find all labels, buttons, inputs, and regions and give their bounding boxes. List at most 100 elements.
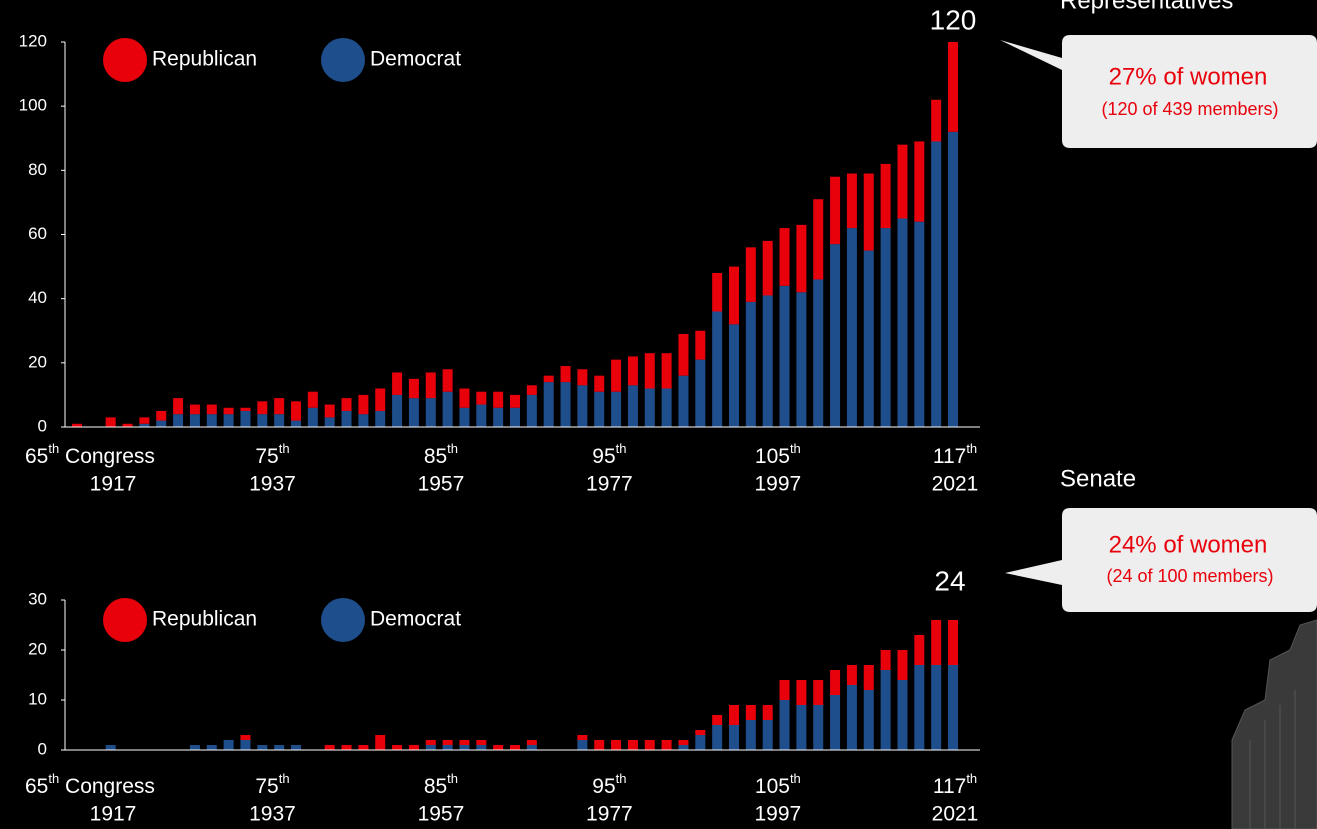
x-tick-label: 95th bbox=[592, 771, 626, 797]
x-tick-label: 117th bbox=[933, 771, 977, 797]
bar-segment bbox=[408, 398, 419, 427]
bar-segment bbox=[493, 391, 504, 408]
bar-segment bbox=[291, 401, 301, 421]
bar-segment bbox=[476, 404, 487, 427]
bar-segment bbox=[830, 176, 841, 245]
bar-segment bbox=[476, 391, 487, 405]
bar-segment bbox=[948, 620, 958, 665]
bar-segment bbox=[526, 745, 537, 750]
bar-segment bbox=[813, 680, 824, 705]
bar-segment bbox=[493, 745, 504, 750]
bar-segment bbox=[863, 690, 874, 750]
x-year-label: 1957 bbox=[418, 803, 465, 826]
bar-segment bbox=[880, 163, 891, 229]
bar-segment bbox=[240, 735, 251, 740]
bar-segment bbox=[510, 407, 520, 427]
bar-segment bbox=[948, 131, 958, 428]
bar-segment bbox=[931, 141, 942, 428]
bar-segment bbox=[189, 414, 200, 427]
y-tick-label: 0 bbox=[38, 739, 47, 758]
x-year-label: 1957 bbox=[418, 473, 465, 496]
legend-label: Republican bbox=[152, 48, 257, 71]
value-annotation: 120 bbox=[930, 4, 977, 35]
x-tick-label: 65th Congress bbox=[25, 441, 155, 467]
x-tick-label: 105th bbox=[755, 441, 801, 467]
bar-segment bbox=[695, 359, 706, 427]
x-tick-label: 85th bbox=[424, 771, 458, 797]
bar-segment bbox=[846, 228, 857, 427]
x-tick-label: 65th Congress bbox=[25, 771, 155, 797]
bar-segment bbox=[796, 292, 807, 427]
bar-segment bbox=[695, 330, 706, 360]
x-year-label: 2021 bbox=[932, 473, 979, 496]
bar-segment bbox=[813, 199, 824, 280]
bar-segment bbox=[392, 372, 403, 395]
bar-segment bbox=[779, 228, 790, 286]
bar-segment bbox=[779, 680, 790, 700]
bar-segment bbox=[425, 745, 436, 750]
bar-segment bbox=[712, 725, 723, 750]
bar-segment bbox=[510, 745, 520, 750]
x-year-label: 1977 bbox=[586, 473, 633, 496]
bar-segment bbox=[846, 685, 857, 750]
callout-note: (120 of 439 members) bbox=[1101, 99, 1278, 119]
bar-segment bbox=[442, 391, 453, 427]
bar-segment bbox=[577, 735, 588, 740]
x-year-label: 1977 bbox=[586, 803, 633, 826]
bar-segment bbox=[408, 745, 419, 750]
bar-segment bbox=[863, 665, 874, 690]
bar-segment bbox=[678, 745, 689, 750]
callout-note: (24 of 100 members) bbox=[1106, 566, 1273, 586]
bar-segment bbox=[661, 353, 672, 389]
value-annotation: 24 bbox=[934, 565, 965, 596]
bar-segment bbox=[392, 745, 403, 750]
bar-segment bbox=[139, 423, 150, 427]
bar-segment bbox=[594, 391, 605, 427]
bar-segment bbox=[729, 705, 739, 725]
bar-segment bbox=[762, 240, 773, 296]
bar-segment bbox=[863, 173, 874, 251]
bar-segment bbox=[442, 740, 453, 745]
bar-segment bbox=[189, 745, 200, 750]
bar-segment bbox=[459, 407, 470, 427]
panel-title: Representatives bbox=[1060, 0, 1233, 14]
bar-segment bbox=[173, 398, 184, 415]
bar-segment bbox=[577, 740, 588, 750]
bar-segment bbox=[846, 665, 857, 685]
y-tick-label: 40 bbox=[28, 288, 47, 307]
y-tick-label: 20 bbox=[28, 639, 47, 658]
bar-segment bbox=[459, 745, 470, 750]
capitol bbox=[1231, 619, 1317, 829]
bar-segment bbox=[880, 228, 891, 427]
bar-segment bbox=[341, 745, 352, 750]
bar-segment bbox=[257, 414, 268, 427]
bar-segment bbox=[830, 670, 841, 695]
panel-title: Senate bbox=[1060, 465, 1136, 492]
bar-segment bbox=[173, 414, 184, 427]
legend-label: Republican bbox=[152, 608, 257, 631]
bar-segment bbox=[796, 224, 807, 293]
bar-segment bbox=[880, 670, 891, 750]
x-year-label: 1997 bbox=[754, 803, 801, 826]
bar-segment bbox=[240, 740, 251, 750]
bar-segment bbox=[729, 266, 739, 325]
bar-segment bbox=[948, 665, 958, 750]
bar-segment bbox=[408, 378, 419, 399]
bar-segment bbox=[796, 680, 807, 705]
x-year-label: 1917 bbox=[90, 803, 137, 826]
bar-segment bbox=[627, 740, 638, 750]
bar-segment bbox=[425, 372, 436, 399]
bar-segment bbox=[560, 366, 571, 383]
bar-segment bbox=[358, 414, 369, 427]
bar-segment bbox=[543, 375, 554, 383]
bar-segment bbox=[341, 410, 352, 427]
legend-swatch bbox=[321, 38, 365, 82]
bar-segment bbox=[729, 324, 739, 427]
bar-segment bbox=[189, 404, 200, 415]
bar-segment bbox=[712, 273, 723, 312]
bar-segment bbox=[931, 99, 942, 142]
x-tick-label: 75th bbox=[255, 771, 289, 797]
bar-segment bbox=[678, 333, 689, 376]
x-tick-label: 75th bbox=[255, 441, 289, 467]
bar-segment bbox=[813, 705, 824, 750]
